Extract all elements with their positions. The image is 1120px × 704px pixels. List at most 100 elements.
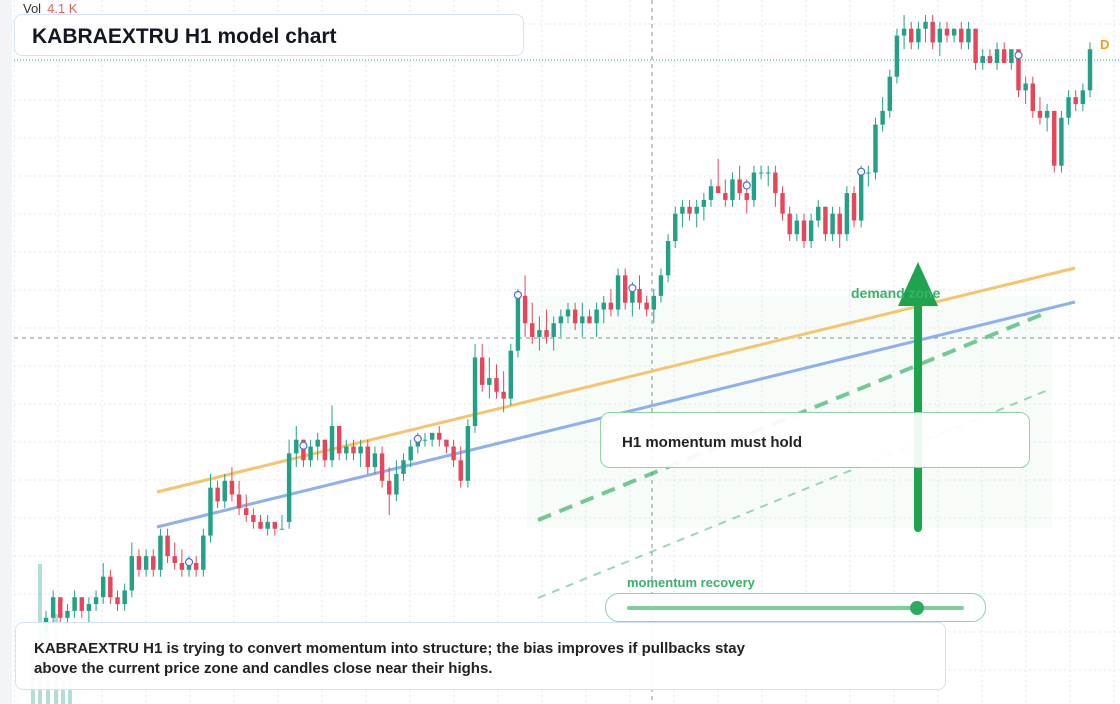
candle bbox=[823, 206, 828, 242]
candle-body bbox=[1023, 83, 1028, 91]
candle-body bbox=[1001, 49, 1007, 63]
candle-body bbox=[437, 432, 442, 440]
candle-body bbox=[651, 295, 657, 310]
candle-body bbox=[65, 610, 70, 618]
candle bbox=[487, 357, 492, 399]
candle bbox=[286, 439, 292, 529]
candle-body bbox=[680, 206, 685, 214]
candle bbox=[1009, 49, 1014, 70]
candle bbox=[1059, 110, 1064, 173]
candle bbox=[530, 302, 535, 344]
candle-body bbox=[594, 309, 599, 324]
candle bbox=[1073, 90, 1078, 111]
candle-body bbox=[172, 556, 177, 563]
candle-body bbox=[122, 590, 127, 605]
candle bbox=[179, 549, 185, 577]
candle-body bbox=[601, 302, 606, 310]
candle bbox=[151, 549, 156, 577]
candle-body bbox=[751, 172, 757, 200]
candle-body bbox=[86, 604, 92, 611]
candle bbox=[751, 165, 757, 207]
candle-body bbox=[916, 28, 921, 43]
candle-body bbox=[501, 391, 506, 399]
candle-body bbox=[351, 446, 356, 454]
candle-body bbox=[336, 426, 342, 454]
candle-body bbox=[744, 193, 749, 200]
candle bbox=[873, 117, 878, 180]
candle bbox=[86, 597, 92, 625]
candle bbox=[801, 213, 807, 248]
candle bbox=[987, 49, 993, 63]
candle-body bbox=[143, 556, 149, 570]
signal-marker bbox=[299, 441, 308, 450]
candle-body bbox=[136, 556, 142, 570]
candle-body bbox=[1009, 49, 1014, 63]
candle-body bbox=[723, 193, 728, 200]
candle bbox=[279, 515, 285, 530]
candle-body bbox=[930, 21, 935, 43]
candle bbox=[408, 439, 413, 468]
candle bbox=[701, 193, 707, 221]
candle bbox=[72, 590, 77, 618]
candle-body bbox=[329, 426, 335, 461]
candle-body bbox=[537, 330, 542, 337]
candle-body bbox=[244, 508, 249, 516]
candle bbox=[715, 158, 721, 194]
candle bbox=[894, 28, 900, 84]
candle-body bbox=[780, 193, 785, 214]
candle-body bbox=[558, 316, 564, 324]
candle-body bbox=[866, 172, 871, 174]
candle bbox=[916, 21, 921, 50]
candle-body bbox=[1080, 90, 1086, 105]
candle-body bbox=[937, 28, 943, 43]
candle bbox=[587, 309, 592, 324]
candle-body bbox=[1037, 110, 1043, 118]
candle-body bbox=[816, 206, 821, 221]
candle bbox=[730, 172, 735, 207]
timeframe-badge[interactable]: D bbox=[1100, 37, 1110, 52]
candle-body bbox=[980, 56, 985, 63]
candle bbox=[665, 234, 671, 283]
candle bbox=[136, 549, 142, 577]
candle-body bbox=[737, 179, 742, 194]
candle-body bbox=[236, 494, 242, 509]
candle-body bbox=[415, 439, 421, 447]
candle-body bbox=[372, 453, 378, 468]
candle-body bbox=[923, 21, 928, 29]
volume-label: Vol bbox=[23, 1, 42, 16]
candle bbox=[122, 583, 127, 611]
candle-body bbox=[951, 28, 957, 36]
candle-body bbox=[487, 378, 492, 385]
candle bbox=[50, 590, 56, 625]
candle bbox=[830, 206, 835, 242]
signal-markers bbox=[184, 51, 1023, 567]
candle bbox=[193, 556, 199, 577]
candle-body bbox=[301, 439, 306, 461]
candle-body bbox=[515, 295, 521, 351]
candle-body bbox=[279, 528, 285, 530]
candle-body bbox=[530, 323, 535, 337]
candle-body bbox=[422, 439, 428, 441]
candle-body bbox=[151, 556, 156, 570]
candle-body bbox=[50, 597, 56, 618]
candle-body bbox=[272, 521, 278, 529]
candle-body bbox=[637, 289, 642, 303]
candle-body bbox=[365, 446, 370, 468]
chart-title: KABRAEXTRU H1 model chart bbox=[32, 25, 337, 48]
candle bbox=[766, 165, 771, 187]
candle bbox=[244, 494, 249, 522]
candle-body bbox=[794, 220, 800, 235]
candle-body bbox=[658, 275, 664, 296]
momentum-slider[interactable] bbox=[605, 593, 986, 622]
candle bbox=[558, 309, 564, 337]
candle bbox=[1066, 90, 1071, 125]
momentum-slider-knob[interactable] bbox=[909, 601, 924, 615]
candle-body bbox=[358, 446, 363, 454]
candle-body bbox=[901, 28, 907, 36]
candle bbox=[358, 439, 363, 468]
candle bbox=[108, 569, 113, 605]
candle bbox=[723, 179, 728, 207]
candle bbox=[401, 453, 406, 481]
candle bbox=[129, 542, 135, 598]
